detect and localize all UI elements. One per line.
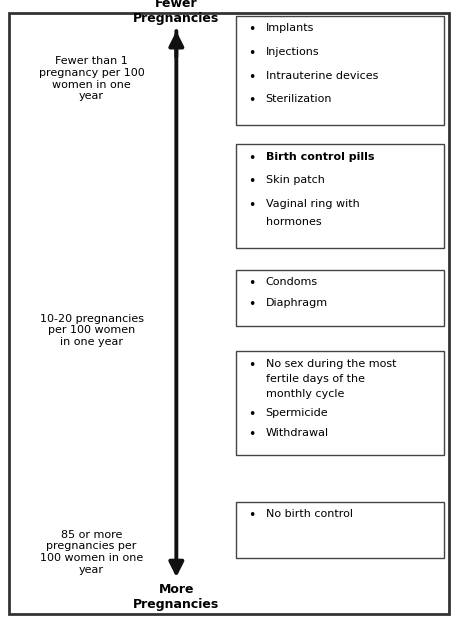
Bar xyxy=(236,502,444,558)
Text: •: • xyxy=(248,359,256,372)
Text: •: • xyxy=(248,70,256,83)
Text: •: • xyxy=(248,428,256,441)
Text: No birth control: No birth control xyxy=(266,509,353,519)
Text: •: • xyxy=(248,152,256,165)
Text: •: • xyxy=(248,94,256,107)
Text: Intrauterine devices: Intrauterine devices xyxy=(266,70,378,80)
Text: 85 or more
pregnancies per
100 women in one
year: 85 or more pregnancies per 100 women in … xyxy=(40,530,143,574)
Bar xyxy=(236,270,444,326)
Text: •: • xyxy=(248,199,256,212)
Text: Condoms: Condoms xyxy=(266,277,318,287)
Text: •: • xyxy=(248,47,256,60)
Text: More
Pregnancies: More Pregnancies xyxy=(133,583,219,611)
Text: Diaphragm: Diaphragm xyxy=(266,298,328,308)
Text: 10-20 pregnancies
per 100 women
in one year: 10-20 pregnancies per 100 women in one y… xyxy=(39,314,144,347)
Text: •: • xyxy=(248,277,256,290)
Text: •: • xyxy=(248,509,256,522)
Text: Fewer than 1
pregnancy per 100
women in one
year: Fewer than 1 pregnancy per 100 women in … xyxy=(39,56,144,101)
Text: Withdrawal: Withdrawal xyxy=(266,428,329,438)
Text: monthly cycle: monthly cycle xyxy=(266,389,344,399)
Bar xyxy=(236,351,444,455)
Text: Skin patch: Skin patch xyxy=(266,175,325,185)
Text: Sterilization: Sterilization xyxy=(266,94,332,104)
Text: hormones: hormones xyxy=(266,217,321,227)
Text: •: • xyxy=(248,408,256,421)
Text: No sex during the most: No sex during the most xyxy=(266,359,396,369)
Text: Vaginal ring with: Vaginal ring with xyxy=(266,199,360,209)
Text: Birth control pills: Birth control pills xyxy=(266,152,374,162)
Text: •: • xyxy=(248,298,256,311)
Text: Spermicide: Spermicide xyxy=(266,408,328,418)
Text: •: • xyxy=(248,175,256,188)
Text: •: • xyxy=(248,23,256,36)
Text: fertile days of the: fertile days of the xyxy=(266,374,365,384)
Bar xyxy=(236,16,444,125)
Text: Injections: Injections xyxy=(266,47,319,57)
Text: Fewer
Pregnancies: Fewer Pregnancies xyxy=(133,0,219,25)
Bar xyxy=(236,144,444,248)
Text: Implants: Implants xyxy=(266,23,314,33)
